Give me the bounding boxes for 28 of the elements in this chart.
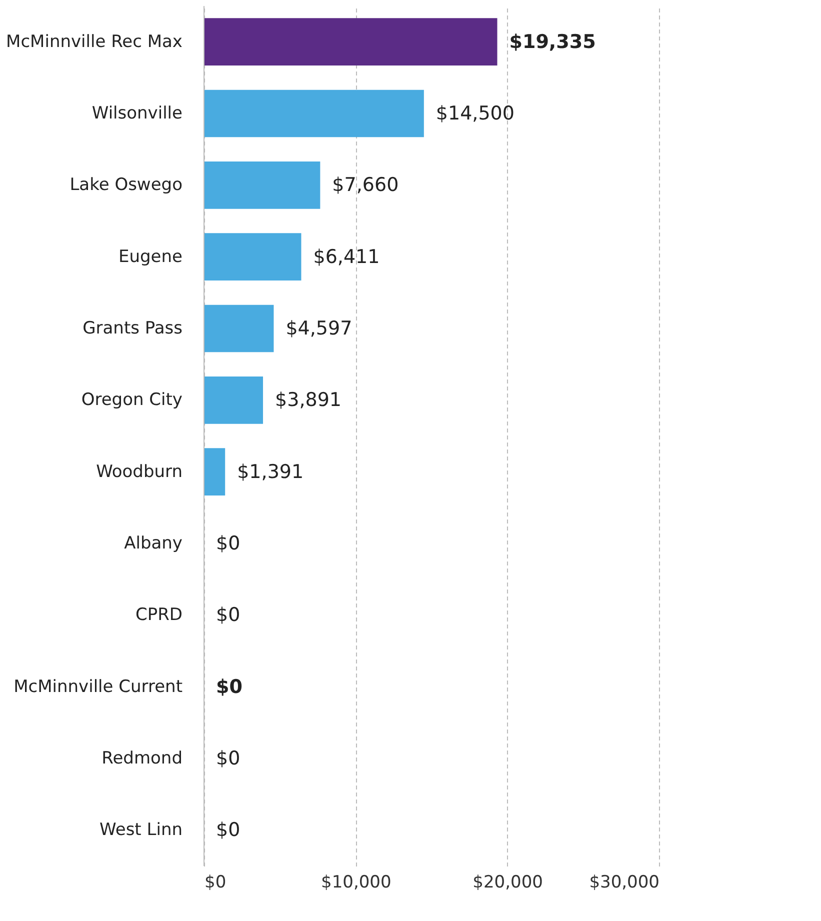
y-tick-label: Wilsonville <box>92 104 182 124</box>
y-tick-label: CPRD <box>135 605 182 626</box>
y-tick-label: Oregon City <box>81 390 182 410</box>
y-tick-label: Eugene <box>118 246 182 267</box>
x-tick-label: $20,000 <box>472 872 543 892</box>
data-label: $1,391 <box>237 460 304 483</box>
y-tick-label: West Linn <box>100 820 182 840</box>
y-tick-label: Albany <box>124 534 182 554</box>
data-label: $14,500 <box>436 102 514 124</box>
data-label: $3,891 <box>275 389 342 412</box>
y-tick-label: Lake Oswego <box>70 175 182 196</box>
x-tick-label: $10,000 <box>321 872 392 892</box>
x-tick-label: $30,000 <box>589 872 660 892</box>
data-label: $7,660 <box>332 174 399 196</box>
data-label: $0 <box>216 748 240 770</box>
data-label: $19,335 <box>509 30 596 53</box>
y-tick-label: Woodburn <box>96 462 182 482</box>
x-tick-label: $0 <box>204 872 226 892</box>
data-label: $0 <box>216 604 240 626</box>
data-label: $0 <box>216 676 242 698</box>
data-label: $0 <box>216 532 240 554</box>
data-label: $6,411 <box>313 246 380 268</box>
y-tick-label: Redmond <box>102 748 182 768</box>
y-tick-label: McMinnville Current <box>14 676 183 697</box>
y-tick-label: McMinnville Rec Max <box>6 32 182 52</box>
data-label: $4,597 <box>286 318 352 340</box>
data-label: $0 <box>216 819 240 842</box>
y-tick-label: Grants Pass <box>82 318 183 338</box>
